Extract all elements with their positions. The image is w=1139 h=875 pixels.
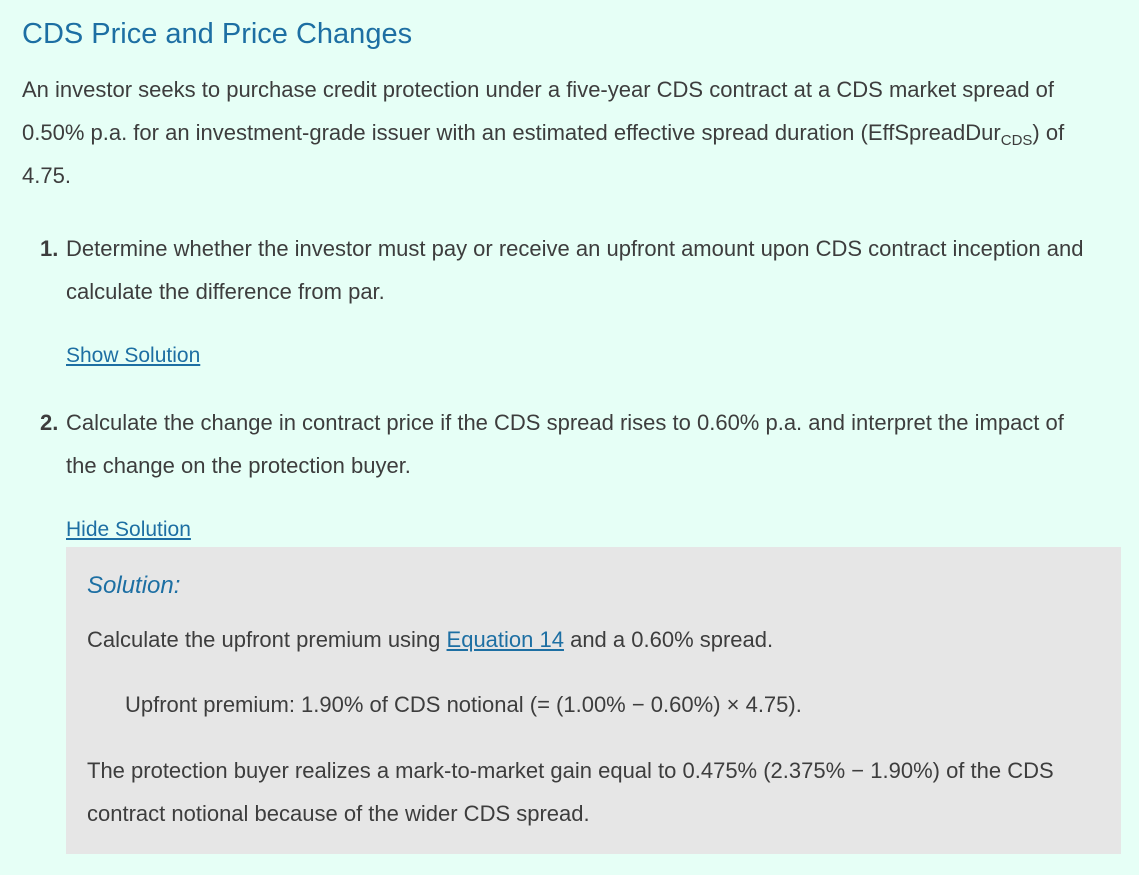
show-solution-link[interactable]: Show Solution: [66, 344, 201, 367]
solution-step-text-end: and a 0.60% spread.: [563, 627, 774, 652]
intro-paragraph: An investor seeks to purchase credit pro…: [22, 68, 1112, 197]
hide-solution-link[interactable]: Hide Solution: [66, 518, 191, 541]
intro-text-end: ) of 4.75.: [22, 120, 1065, 188]
page-title: CDS Price and Price Changes: [22, 18, 413, 50]
intro-text: An investor seeks to purchase credit pro…: [22, 77, 1055, 145]
equation-14-link[interactable]: Equation 14: [446, 627, 564, 652]
solution-formula: Upfront premium: 1.90% of CDS notional (…: [125, 692, 802, 717]
question-text: Determine whether the investor must pay …: [66, 236, 1084, 304]
question-2: 2. Calculate the change in contract pric…: [40, 401, 1100, 487]
question-number: 1.: [40, 236, 59, 261]
intro-subscript: CDS: [1000, 132, 1033, 149]
question-text: Calculate the change in contract price i…: [66, 410, 1064, 478]
solution-panel: Solution: Calculate the upfront premium …: [66, 547, 1121, 854]
question-number: 2.: [40, 410, 59, 435]
solution-step: Calculate the upfront premium using Equa…: [87, 624, 773, 656]
question-1: 1. Determine whether the investor must p…: [40, 227, 1100, 313]
solution-conclusion: The protection buyer realizes a mark-to-…: [87, 758, 1054, 826]
solution-step-text: Calculate the upfront premium using: [87, 627, 447, 652]
solution-label: Solution:: [87, 572, 181, 599]
